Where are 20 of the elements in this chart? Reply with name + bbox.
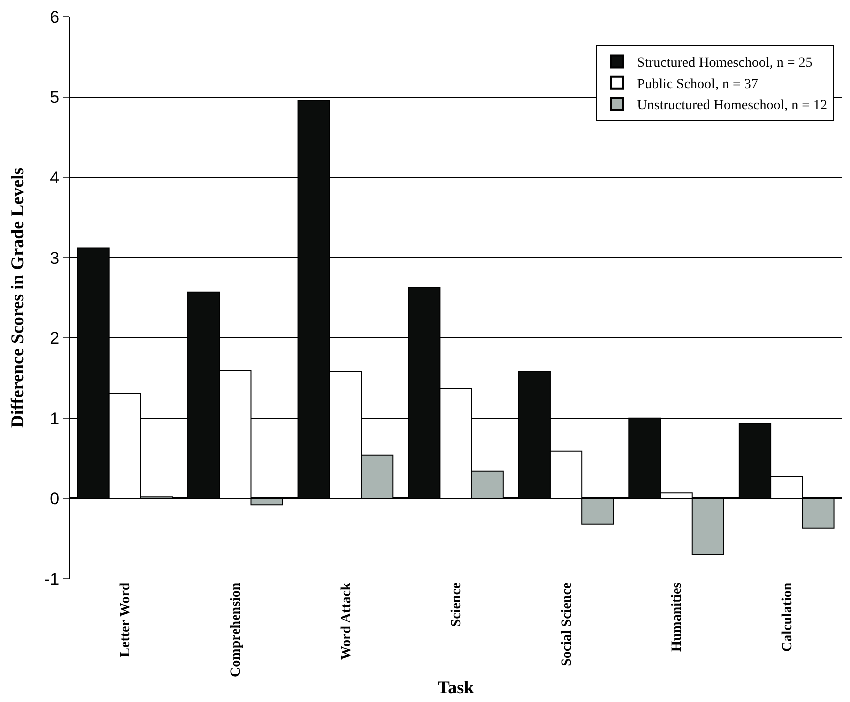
x-tick-label: Letter Word <box>118 582 134 658</box>
x-tick-label: Calculation <box>780 582 796 652</box>
y-tick-label: 3 <box>50 248 60 268</box>
y-tick-label: 6 <box>50 8 60 27</box>
y-tick-label: 2 <box>50 329 60 348</box>
y-tick-label: 5 <box>50 88 60 108</box>
legend-label: Unstructured Homeschool, n = 12 <box>637 98 828 114</box>
x-tick-label: Social Science <box>560 582 575 666</box>
x-tick-label: Humanities <box>670 582 686 652</box>
legend-label: Structured Homeschool, n = 25 <box>637 56 813 72</box>
y-tick-label: -1 <box>44 570 60 589</box>
y-tick-label: 0 <box>50 490 60 509</box>
y-axis-title: Difference Scores in Grade Levels <box>8 168 28 428</box>
y-tick-label: 4 <box>50 168 60 188</box>
x-tick-label: Word Attack <box>339 582 354 660</box>
x-tick-label: Science <box>450 582 465 628</box>
legend-label: Public School, n = 37 <box>637 77 758 92</box>
x-axis-title: Task <box>438 678 474 698</box>
x-tick-label: Comprehension <box>228 582 244 678</box>
y-tick-label: 1 <box>50 409 60 428</box>
